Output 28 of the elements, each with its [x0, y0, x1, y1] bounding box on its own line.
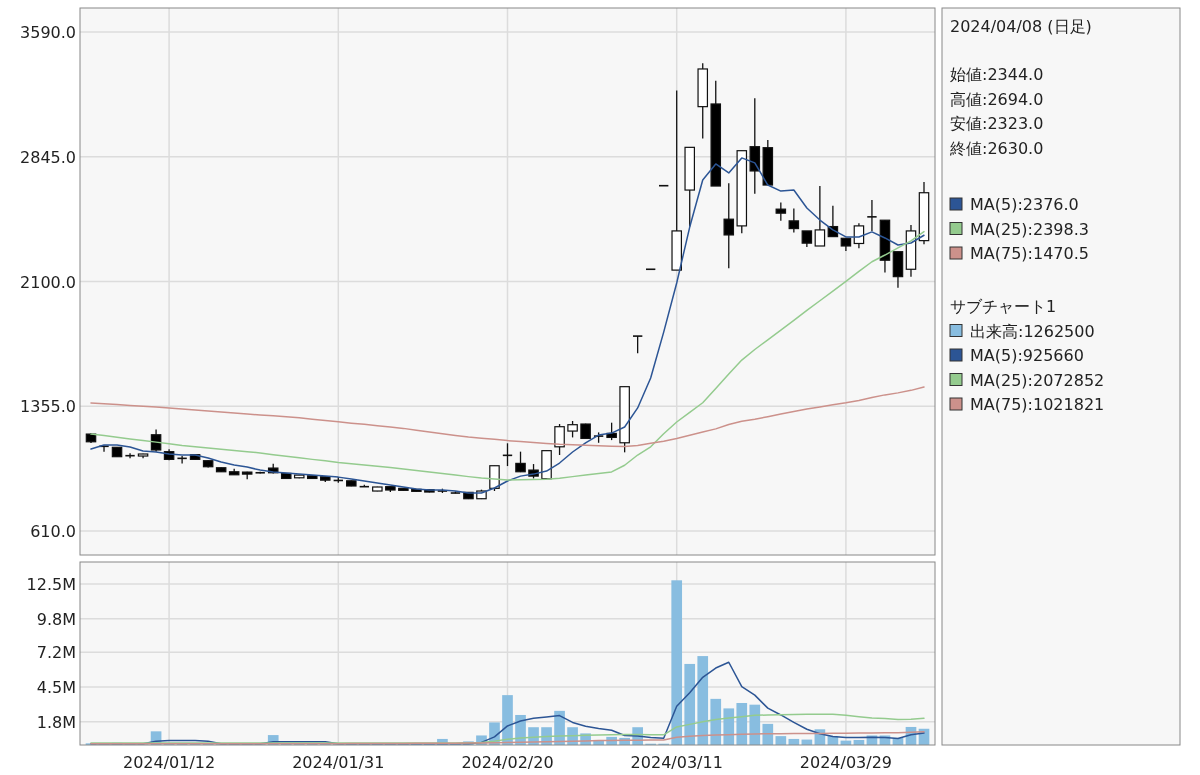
- legend-title: サブチャート1: [950, 296, 1057, 316]
- legend-label: MA(75):1470.5: [970, 244, 1089, 263]
- y-tick-label: 9.8M: [36, 609, 76, 629]
- y-tick-label: 4.5M: [36, 678, 76, 698]
- legend-label: MA(5):2376.0: [970, 195, 1079, 214]
- text: 安値:2323.0: [950, 114, 1044, 133]
- text: 2024/04/08 (日足): [950, 17, 1092, 36]
- legend-label: MA(25):2398.3: [970, 219, 1089, 239]
- x-tick-label: 2024/03/29: [799, 753, 893, 772]
- text: 高値:2694.0: [950, 89, 1044, 109]
- x-tick-label: 2024/01/31: [292, 753, 385, 772]
- y-tick-label: 12.5M: [26, 574, 76, 594]
- y-tick-label: 3590.0: [20, 22, 76, 42]
- legend-label: MA(5):925660: [970, 346, 1084, 365]
- y-tick-label: 1.8M: [36, 712, 76, 732]
- legend-label: MA(25):2072852: [970, 370, 1105, 390]
- y-tick-label: 1355.0: [20, 397, 76, 417]
- y-tick-label: 610.0: [30, 522, 76, 542]
- text: 終値:2630.0: [950, 138, 1044, 158]
- x-tick-label: 2024/03/11: [630, 753, 723, 772]
- x-tick-label: 2024/02/20: [461, 753, 554, 772]
- y-tick-label: 7.2M: [36, 643, 76, 663]
- x-tick-label: 2024/01/12: [122, 753, 216, 772]
- legend-label: MA(75):1021821: [970, 395, 1105, 414]
- y-tick-label: 2845.0: [20, 147, 76, 167]
- text: 始値:2344.0: [950, 65, 1044, 84]
- legend-label: 出来高:1262500: [970, 321, 1095, 341]
- y-tick-label: 2100.0: [20, 272, 76, 292]
